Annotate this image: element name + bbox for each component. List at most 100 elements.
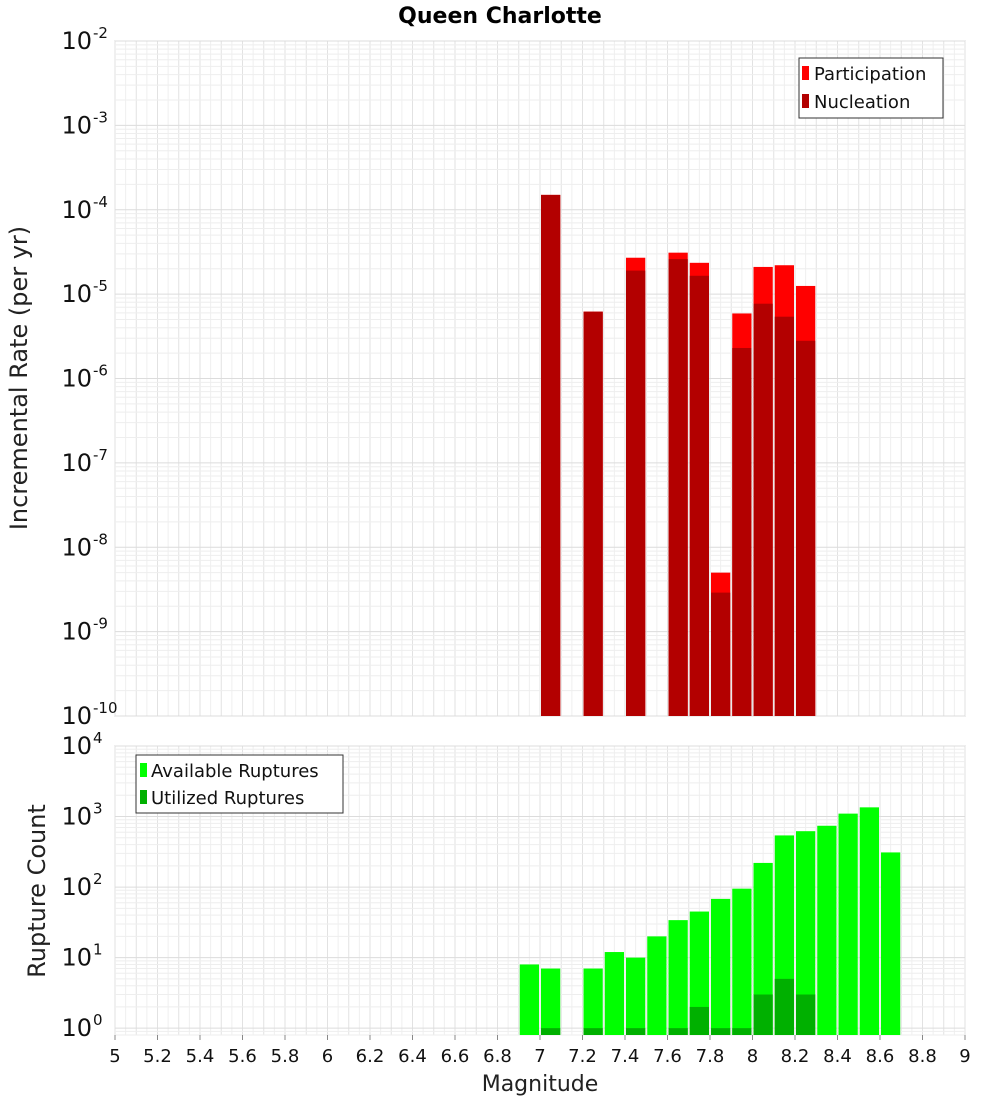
utilized-ruptures-bar — [732, 1028, 752, 1035]
x-tick-label: 7.8 — [696, 1046, 725, 1067]
available-ruptures-bar — [859, 807, 879, 1035]
y-tick-label: 10 -3 — [61, 108, 108, 139]
utilized-ruptures-bar — [583, 1028, 603, 1035]
y-tick-label: 10 -10 — [61, 699, 117, 730]
y-tick-label: 10 4 — [61, 729, 102, 760]
nucleation-bar — [583, 311, 603, 716]
utilized-ruptures-bar — [689, 1006, 709, 1035]
x-tick-label: 7.2 — [568, 1046, 597, 1067]
y-tick-base: 10 — [61, 365, 92, 393]
incremental-rate-gridlines — [114, 40, 966, 717]
available-ruptures-bar — [604, 952, 624, 1035]
legend-label-participation: Participation — [814, 64, 926, 85]
nucleation-bar — [774, 316, 794, 716]
y-tick-base: 10 — [61, 196, 92, 224]
x-axis-ticks: 5 5.2 5.4 5.6 5.8 6 6.2 6.4 6.6 6.8 7 7.2 7.4 7.6 7.8 8… — [109, 1035, 971, 1067]
utilized-ruptures-bar — [796, 994, 816, 1035]
x-tick-label: 8.4 — [823, 1046, 852, 1067]
y-tick-label: 10 -9 — [61, 615, 108, 646]
y-tick-exponent: -3 — [93, 108, 108, 126]
y-tick-base: 10 — [61, 702, 92, 730]
y-tick-exponent: 0 — [93, 1011, 103, 1029]
y-tick-exponent: 4 — [93, 729, 103, 747]
rupture-count-y-axis-label: Rupture Count — [23, 804, 51, 978]
y-tick-exponent: 3 — [93, 800, 103, 818]
available-ruptures-bar — [689, 911, 709, 1035]
y-tick-label: 10 -6 — [61, 362, 108, 393]
incremental-rate-bars — [541, 194, 816, 716]
y-tick-label: 10 -2 — [61, 24, 108, 55]
y-tick-label: 10 -4 — [61, 193, 108, 224]
nucleation-bar — [753, 303, 773, 716]
y-tick-label: 10 1 — [61, 941, 102, 972]
y-tick-base: 10 — [61, 873, 92, 901]
legend-box — [135, 754, 344, 814]
available-ruptures-bar — [668, 920, 688, 1035]
y-tick-base: 10 — [61, 449, 92, 477]
legend-label-utilized: Utilized Ruptures — [151, 788, 304, 809]
x-tick-label: 7.6 — [653, 1046, 682, 1067]
y-tick-label: 10 -5 — [61, 277, 108, 308]
y-tick-base: 10 — [61, 944, 92, 972]
legend-swatch-nucleation — [802, 94, 809, 108]
y-tick-label: 10 -8 — [61, 530, 108, 561]
incremental-rate-y-axis-label: Incremental Rate (per yr) — [5, 226, 33, 530]
x-tick-label: 7.4 — [611, 1046, 640, 1067]
y-tick-label: 10 3 — [61, 800, 102, 831]
rupture-count-legend: Available Ruptures Utilized Ruptures — [135, 754, 344, 814]
y-tick-base: 10 — [61, 533, 92, 561]
x-axis-label: Magnitude — [482, 1072, 599, 1097]
y-tick-base: 10 — [61, 27, 92, 55]
nucleation-bar — [732, 347, 752, 716]
x-tick-label: 8.6 — [866, 1046, 895, 1067]
y-tick-base: 10 — [61, 1014, 92, 1042]
y-tick-exponent: -7 — [93, 446, 108, 464]
x-tick-label: 7 — [534, 1046, 545, 1067]
x-tick-label: 8 — [747, 1046, 758, 1067]
x-tick-label: 6.6 — [441, 1046, 470, 1067]
x-tick-label: 5 — [109, 1046, 120, 1067]
y-tick-label: 10 0 — [61, 1011, 102, 1042]
y-tick-exponent: 1 — [93, 941, 103, 959]
available-ruptures-bar — [626, 957, 646, 1035]
utilized-ruptures-bar — [711, 1028, 731, 1035]
available-ruptures-bar — [881, 852, 901, 1035]
nucleation-bar — [626, 270, 646, 716]
utilized-ruptures-bar — [668, 1028, 688, 1035]
x-tick-label: 5.4 — [186, 1046, 215, 1067]
available-ruptures-bar — [838, 813, 858, 1035]
legend-swatch-participation — [802, 66, 809, 80]
available-ruptures-bar — [541, 968, 561, 1035]
y-tick-exponent: 2 — [93, 870, 103, 888]
x-tick-label: 5.2 — [143, 1046, 172, 1067]
x-tick-label: 6.8 — [483, 1046, 512, 1067]
x-tick-label: 8.2 — [781, 1046, 810, 1067]
y-tick-exponent: -6 — [93, 362, 108, 380]
nucleation-bar — [796, 340, 816, 716]
legend-box — [798, 57, 944, 119]
available-ruptures-bar — [732, 888, 752, 1035]
nucleation-bar — [689, 275, 709, 716]
x-tick-label: 6.4 — [398, 1046, 427, 1067]
y-tick-base: 10 — [61, 803, 92, 831]
available-ruptures-bar — [753, 862, 773, 1035]
x-tick-label: 5.8 — [271, 1046, 300, 1067]
utilized-ruptures-bar — [626, 1028, 646, 1035]
chart-title: Queen Charlotte — [398, 4, 602, 29]
x-tick-label: 8.8 — [908, 1046, 937, 1067]
y-tick-base: 10 — [61, 280, 92, 308]
x-tick-label: 9 — [959, 1046, 970, 1067]
available-ruptures-bar — [711, 898, 731, 1035]
y-tick-exponent: -10 — [93, 699, 118, 717]
available-ruptures-bar — [817, 825, 837, 1035]
nucleation-bar — [668, 259, 688, 716]
available-ruptures-bar — [647, 936, 667, 1035]
legend-label-available: Available Ruptures — [151, 761, 319, 782]
available-ruptures-bar — [583, 968, 603, 1035]
y-tick-base: 10 — [61, 618, 92, 646]
available-ruptures-bar — [796, 831, 816, 1035]
